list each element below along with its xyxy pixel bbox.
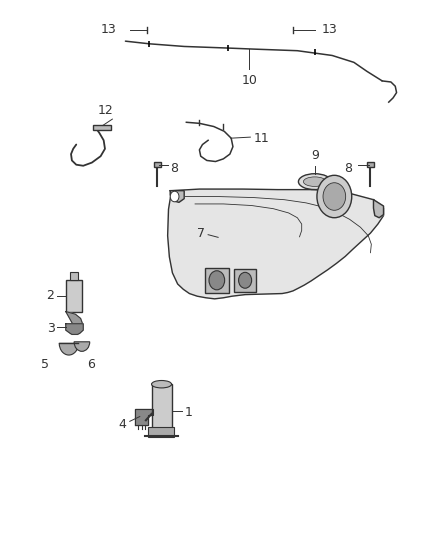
Circle shape: [317, 175, 352, 217]
Text: 7: 7: [197, 227, 205, 240]
Bar: [152, 384, 172, 427]
Text: 11: 11: [254, 132, 269, 144]
Bar: [70, 272, 78, 280]
Circle shape: [209, 271, 225, 290]
Polygon shape: [66, 312, 82, 327]
Circle shape: [323, 183, 346, 211]
Text: 6: 6: [87, 358, 95, 370]
Text: 8: 8: [344, 163, 352, 175]
Bar: [148, 426, 174, 437]
Text: 10: 10: [241, 74, 258, 87]
Polygon shape: [66, 324, 83, 334]
Wedge shape: [59, 343, 78, 355]
Polygon shape: [135, 409, 153, 424]
Bar: [154, 162, 161, 167]
Ellipse shape: [298, 174, 331, 190]
Text: 1: 1: [184, 406, 192, 419]
Bar: [234, 269, 256, 292]
Bar: [367, 162, 374, 167]
Text: 12: 12: [98, 104, 114, 117]
Ellipse shape: [304, 177, 326, 187]
Text: 5: 5: [41, 358, 49, 370]
Bar: [205, 268, 229, 293]
Text: 13: 13: [101, 23, 117, 36]
Circle shape: [170, 191, 179, 202]
Text: 8: 8: [170, 163, 178, 175]
Text: 4: 4: [119, 418, 127, 431]
Text: 2: 2: [46, 289, 54, 302]
Text: 3: 3: [46, 322, 54, 335]
Polygon shape: [374, 200, 384, 217]
Text: 9: 9: [311, 149, 319, 161]
Wedge shape: [74, 342, 90, 351]
Polygon shape: [170, 191, 184, 203]
Polygon shape: [168, 189, 384, 299]
Circle shape: [239, 272, 252, 288]
Bar: [66, 280, 82, 312]
Ellipse shape: [152, 381, 172, 388]
Text: 13: 13: [321, 23, 337, 36]
Bar: [93, 125, 111, 130]
